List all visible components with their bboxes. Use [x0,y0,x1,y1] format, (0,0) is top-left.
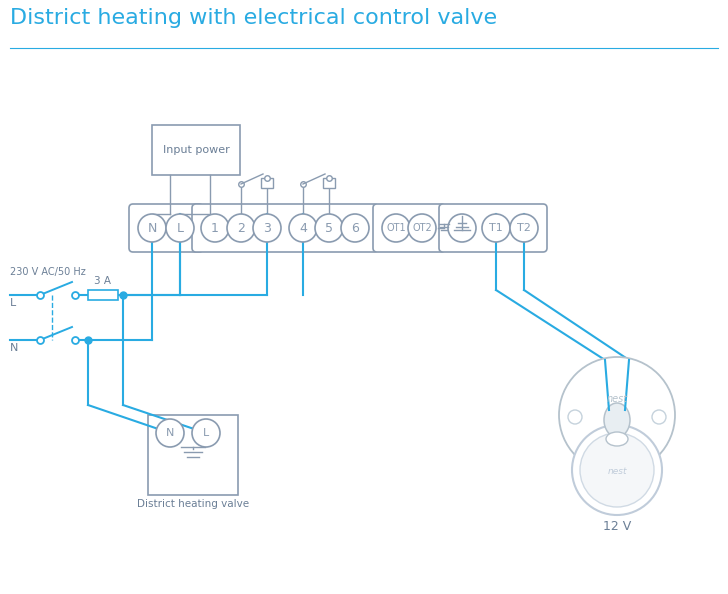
Circle shape [166,214,194,242]
Bar [323,178,335,188]
FancyBboxPatch shape [192,204,378,252]
Circle shape [201,214,229,242]
Circle shape [568,410,582,424]
Bar [148,415,238,495]
Text: 5: 5 [325,222,333,235]
Text: N: N [147,222,157,235]
Text: District heating with electrical control valve: District heating with electrical control… [10,8,497,28]
Circle shape [559,357,675,473]
Circle shape [580,433,654,507]
FancyBboxPatch shape [439,204,547,252]
Circle shape [227,214,255,242]
Text: OT2: OT2 [412,223,432,233]
Circle shape [192,419,220,447]
Text: 6: 6 [351,222,359,235]
Circle shape [482,214,510,242]
Circle shape [315,214,343,242]
Text: L: L [10,298,16,308]
Text: N: N [166,428,174,438]
Text: T1: T1 [489,223,503,233]
Text: 2: 2 [237,222,245,235]
Circle shape [289,214,317,242]
Text: District heating valve: District heating valve [137,499,249,509]
Text: 3 A: 3 A [95,276,111,286]
Ellipse shape [604,403,630,437]
Text: 1: 1 [211,222,219,235]
Circle shape [138,214,166,242]
Bar [261,178,273,188]
Circle shape [341,214,369,242]
Circle shape [253,214,281,242]
Text: nest: nest [607,466,627,476]
Text: Input power: Input power [162,145,229,155]
Circle shape [408,214,436,242]
Circle shape [448,214,476,242]
FancyBboxPatch shape [373,204,445,252]
Text: OT1: OT1 [386,223,405,233]
Bar [88,290,118,300]
Text: N: N [10,343,18,353]
Text: 3: 3 [263,222,271,235]
Circle shape [510,214,538,242]
Text: 230 V AC/50 Hz: 230 V AC/50 Hz [10,267,86,277]
Text: 4: 4 [299,222,307,235]
Text: 12 V: 12 V [603,520,631,533]
FancyBboxPatch shape [129,204,203,252]
Circle shape [652,410,666,424]
Circle shape [572,425,662,515]
Ellipse shape [606,432,628,446]
Circle shape [156,419,184,447]
Text: T2: T2 [517,223,531,233]
Circle shape [382,214,410,242]
Bar [152,125,240,175]
Text: L: L [176,222,183,235]
Text: nest: nest [606,394,628,404]
Text: L: L [203,428,209,438]
